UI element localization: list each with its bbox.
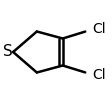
Text: Cl: Cl	[92, 68, 106, 82]
Text: S: S	[3, 45, 13, 59]
Text: Cl: Cl	[92, 22, 106, 36]
